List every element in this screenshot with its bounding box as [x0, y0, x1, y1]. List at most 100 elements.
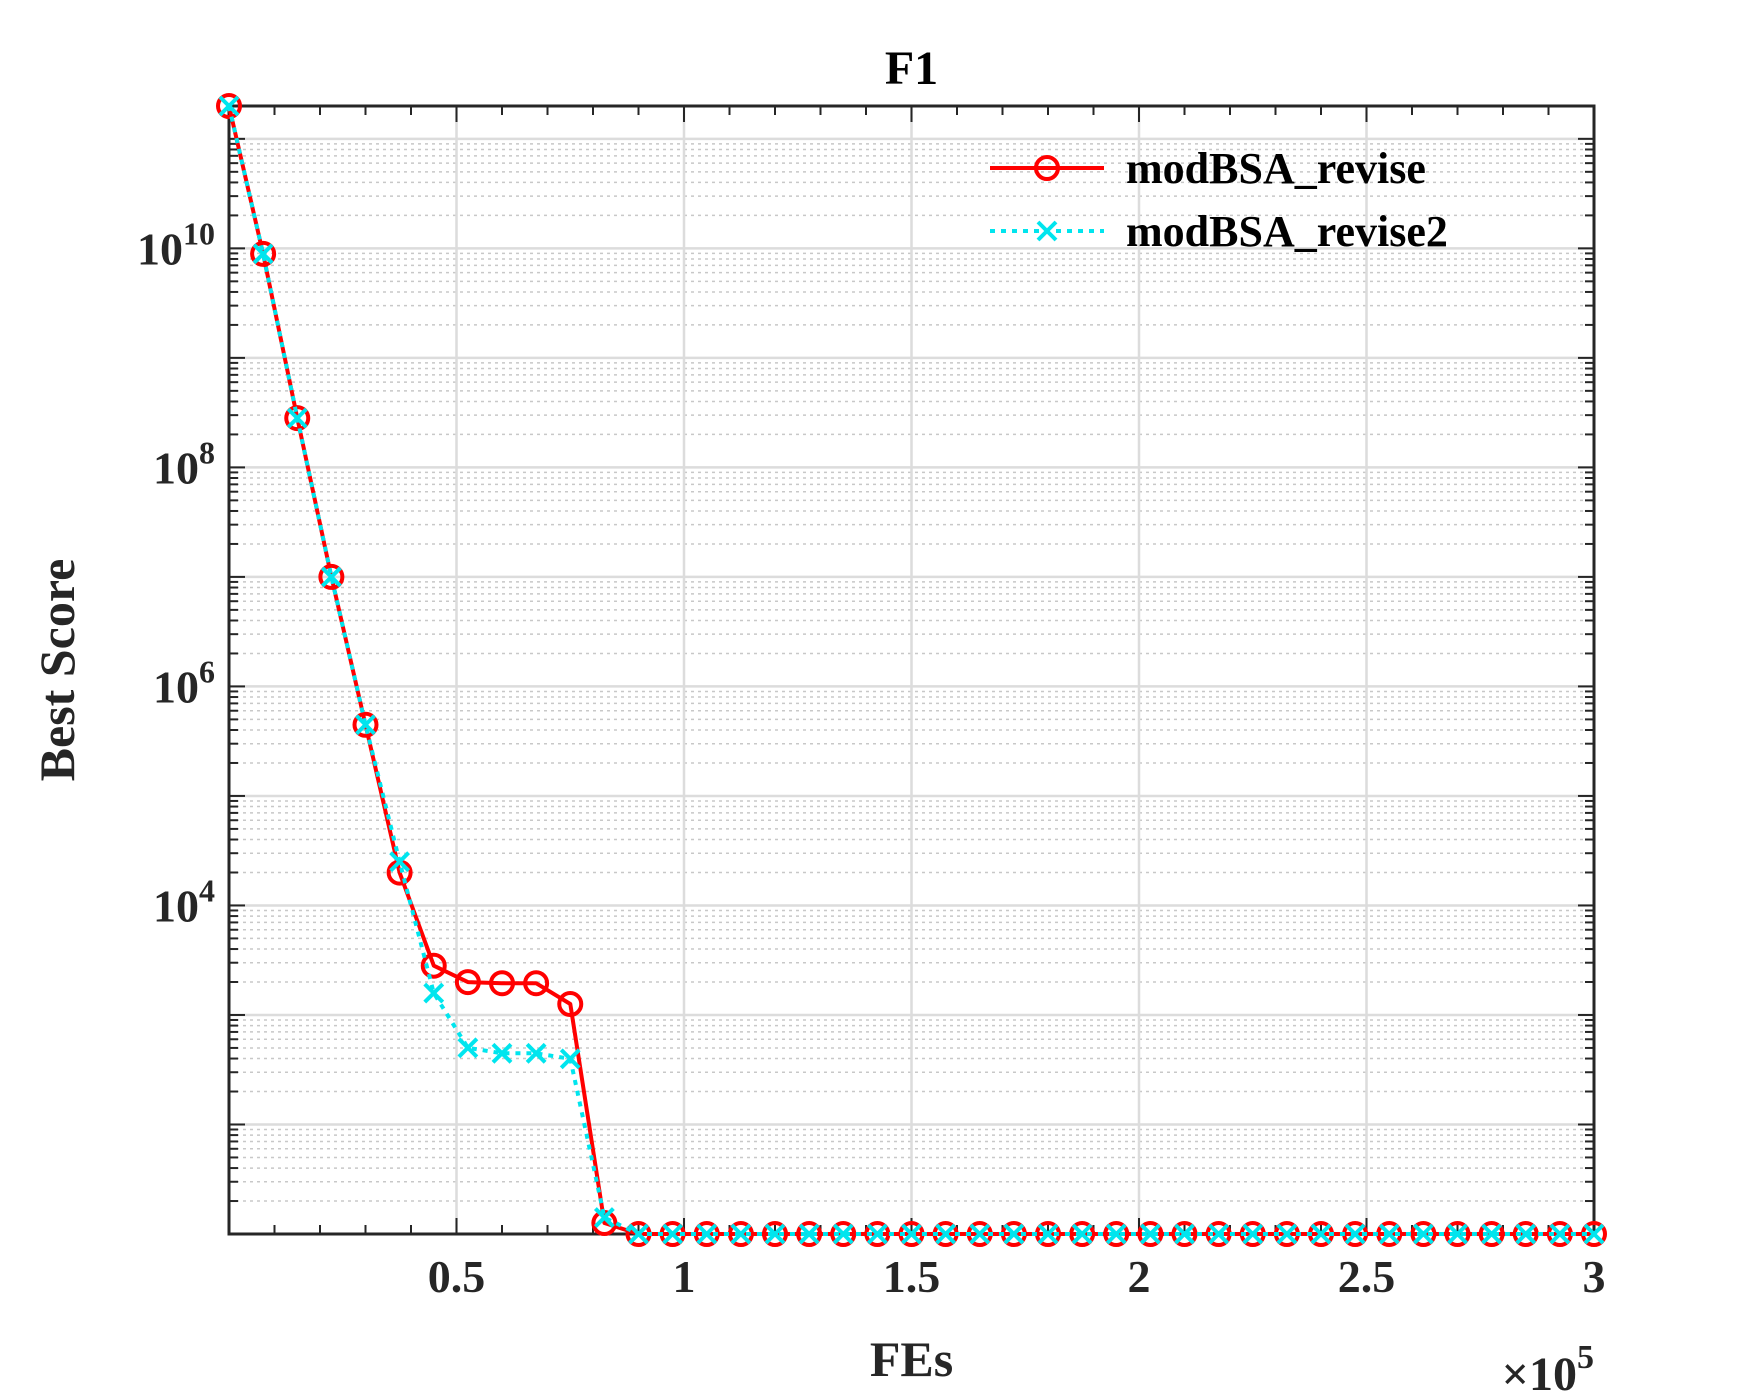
- data-point: [1137, 1221, 1164, 1247]
- marker-stroke: [423, 982, 445, 1004]
- x-tick-label: 3: [1583, 1251, 1606, 1302]
- data-point: [1378, 1223, 1400, 1245]
- data-point: [864, 1221, 891, 1247]
- data-point: [525, 1042, 547, 1064]
- marker-stroke: [832, 1223, 854, 1245]
- data-point: [559, 1048, 581, 1070]
- data-point: [1376, 1221, 1403, 1247]
- marker-stroke: [1139, 1223, 1161, 1245]
- marker-stroke: [969, 1223, 991, 1245]
- data-point: [557, 991, 584, 1018]
- data-point: [423, 982, 445, 1004]
- data-point: [1242, 1223, 1264, 1245]
- marker-stroke: [559, 1048, 581, 1070]
- data-point: [1447, 1223, 1468, 1245]
- legend-entry: modBSA_revise: [990, 144, 1426, 193]
- x-tick-label: 2: [1128, 1251, 1151, 1302]
- data-point: [798, 1223, 820, 1245]
- axes: [227, 104, 1596, 1236]
- data-point: [696, 1223, 718, 1245]
- data-point: [1071, 1223, 1093, 1245]
- legend-label: modBSA_revise: [1126, 144, 1426, 193]
- data-point: [1276, 1223, 1298, 1245]
- data-point: [250, 240, 277, 267]
- data-point: [1410, 1221, 1437, 1247]
- data-point: [628, 1223, 649, 1245]
- x-axis-label: FEs: [870, 1331, 953, 1387]
- marker-stroke: [320, 566, 342, 588]
- data-point: [762, 1221, 788, 1247]
- marker-stroke: [1310, 1223, 1332, 1245]
- marker-stroke: [457, 1037, 479, 1059]
- marker-stroke: [730, 1223, 752, 1245]
- marker-stroke: [764, 1223, 786, 1245]
- data-point: [796, 1221, 823, 1247]
- data-point: [1310, 1223, 1332, 1245]
- chart-title: F1: [885, 42, 938, 95]
- data-point: [420, 952, 447, 979]
- data-point: [284, 405, 311, 432]
- y-tick-label: 108: [153, 434, 215, 493]
- x-tick-label: 1.5: [883, 1251, 941, 1302]
- data-point: [1481, 1223, 1503, 1245]
- legend-marker: [1034, 155, 1060, 181]
- data-point: [1139, 1223, 1161, 1245]
- marker-stroke: [1242, 1223, 1264, 1245]
- data-point: [830, 1221, 857, 1247]
- data-point: [457, 1037, 479, 1059]
- marker-stroke: [935, 1223, 957, 1245]
- marker-stroke: [1036, 220, 1058, 242]
- data-point: [286, 407, 308, 429]
- data-point: [1444, 1221, 1471, 1247]
- data-point: [727, 1221, 754, 1247]
- y-axis-label: Best Score: [29, 559, 85, 782]
- plot-series: [216, 93, 1607, 1247]
- x-tick-label: 0.5: [428, 1251, 486, 1302]
- data-point: [318, 563, 345, 590]
- marker-stroke: [252, 243, 274, 265]
- data-point: [1105, 1223, 1127, 1245]
- data-point: [1478, 1221, 1505, 1247]
- marker-stroke: [901, 1223, 922, 1245]
- grid: [229, 106, 1596, 1234]
- marker-stroke: [1276, 1223, 1298, 1245]
- data-point: [454, 969, 481, 996]
- marker-stroke: [593, 1207, 615, 1228]
- data-point: [491, 1042, 513, 1064]
- marker-stroke: [866, 1223, 888, 1245]
- legend-entry: modBSA_revise2: [990, 207, 1448, 256]
- x-exponent-label: ×105: [1502, 1339, 1594, 1400]
- x-tick-label: 1: [673, 1251, 696, 1302]
- data-point: [1035, 1221, 1061, 1247]
- marker-stroke: [1481, 1223, 1503, 1245]
- data-point: [1205, 1221, 1232, 1247]
- data-point: [1174, 1223, 1195, 1245]
- data-point: [969, 1223, 991, 1245]
- data-point: [832, 1223, 854, 1245]
- data-point: [1344, 1223, 1366, 1245]
- marker-stroke: [662, 1223, 684, 1245]
- data-point: [1069, 1221, 1096, 1247]
- series-modBSA_revise2: [218, 95, 1605, 1245]
- marker-stroke: [1447, 1223, 1468, 1245]
- legend-marker: [1036, 220, 1058, 242]
- data-point: [489, 970, 515, 997]
- labels: 0.5 1 1.5 2 2.5 3 104 106 108 1010 F1 FEs Best Score…: [29, 42, 1606, 1400]
- data-point: [523, 970, 550, 997]
- data-point: [935, 1223, 957, 1245]
- marker-stroke: [389, 851, 411, 873]
- data-point: [352, 711, 379, 738]
- data-point: [764, 1223, 786, 1245]
- marker-stroke: [355, 714, 376, 736]
- data-point: [1549, 1223, 1571, 1245]
- marker-stroke: [218, 95, 240, 117]
- data-point: [1583, 1223, 1605, 1245]
- marker-stroke: [798, 1223, 820, 1245]
- y-tick-label: 104: [153, 872, 215, 931]
- data-point: [1412, 1223, 1434, 1245]
- marker-stroke: [286, 407, 308, 429]
- data-point: [252, 243, 274, 265]
- data-point: [1003, 1223, 1025, 1245]
